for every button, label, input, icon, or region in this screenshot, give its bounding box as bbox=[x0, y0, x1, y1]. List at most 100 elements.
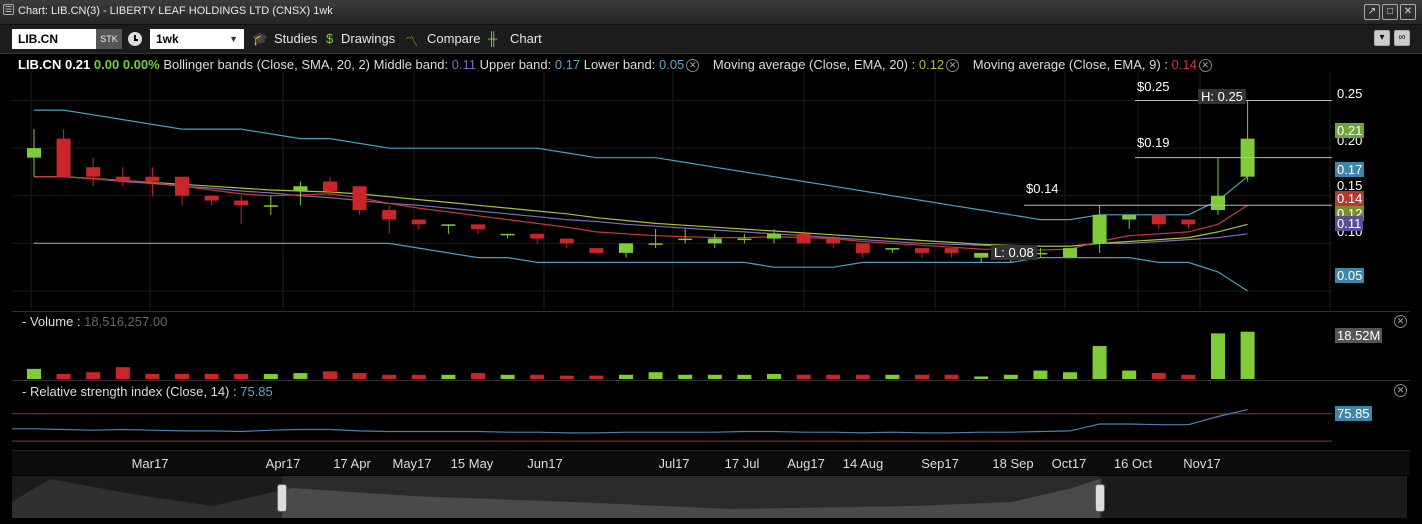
volume-chart[interactable] bbox=[12, 330, 1332, 379]
volume-bar bbox=[530, 374, 545, 379]
chart-type-icon: ╫ bbox=[488, 31, 498, 46]
hline-label-1[interactable]: $0.25 bbox=[1137, 79, 1170, 94]
time-tick: Apr17 bbox=[265, 456, 301, 471]
candle-body bbox=[619, 243, 633, 253]
drawings-button[interactable]: Drawings bbox=[341, 31, 396, 46]
time-tick: 18 Sep bbox=[992, 456, 1034, 471]
candle-body bbox=[1033, 252, 1048, 255]
remove-bb-icon[interactable]: ✕ bbox=[686, 59, 700, 73]
maximize-icon[interactable]: □ bbox=[1382, 4, 1398, 20]
volume-bar bbox=[86, 372, 101, 379]
volume-bar bbox=[471, 373, 485, 379]
close-rsi-icon[interactable]: ✕ bbox=[1394, 384, 1407, 397]
symbol-input[interactable]: LIB.CN bbox=[12, 29, 96, 49]
time-navigator[interactable] bbox=[12, 476, 1407, 518]
low-label: L: 0.08 bbox=[991, 245, 1037, 260]
window-title: Chart: LIB.CN(3) - LIBERTY LEAF HOLDINGS… bbox=[18, 5, 333, 17]
hline-label-2[interactable]: $0.19 bbox=[1137, 135, 1170, 150]
legend-change-pct: 0.00% bbox=[122, 57, 160, 72]
stk-badge[interactable]: STK bbox=[96, 29, 122, 49]
volume-bar bbox=[707, 374, 722, 379]
options-dropdown-icon[interactable]: ▾ bbox=[1374, 30, 1390, 46]
volume-bar bbox=[1092, 346, 1107, 379]
navigator-right-handle[interactable] bbox=[1095, 484, 1105, 512]
link-icon[interactable]: ∞ bbox=[1394, 30, 1410, 46]
ema9-label: Moving average (Close, EMA, 9) : bbox=[972, 57, 1168, 72]
volume-bar bbox=[382, 374, 397, 379]
volume-bar bbox=[323, 371, 337, 379]
ema20-label: Moving average (Close, EMA, 20) : bbox=[712, 57, 916, 72]
rsi-line bbox=[12, 409, 1248, 434]
volume-bar bbox=[500, 374, 515, 379]
candle-body bbox=[411, 219, 426, 225]
candle-body bbox=[855, 243, 870, 253]
compare-button[interactable]: Compare bbox=[427, 31, 481, 46]
price-chart[interactable] bbox=[12, 72, 1410, 310]
middle-band-tag: 0.11 bbox=[1335, 216, 1364, 231]
remove-ema20-icon[interactable]: ✕ bbox=[946, 59, 960, 73]
bb-lower-value: 0.05 bbox=[658, 57, 685, 72]
volume-tag: 18.52M bbox=[1335, 328, 1383, 343]
volume-bar bbox=[974, 376, 989, 379]
candle-body bbox=[1122, 214, 1137, 220]
volume-bar bbox=[1240, 331, 1255, 379]
bb-middle-value: 0.11 bbox=[451, 57, 477, 72]
chart-window-icon[interactable]: ☰ bbox=[3, 4, 14, 15]
volume-bar bbox=[885, 374, 900, 379]
volume-bar bbox=[1122, 370, 1137, 379]
detach-icon[interactable]: ↗ bbox=[1364, 4, 1380, 20]
candle-body bbox=[441, 224, 456, 226]
ema20-value: 0.12 bbox=[918, 57, 945, 72]
candle-body bbox=[589, 248, 604, 253]
interval-select[interactable]: 1wk ▼ bbox=[150, 29, 244, 49]
time-tick: May17 bbox=[392, 456, 432, 471]
volume-label: Volume bbox=[29, 314, 74, 329]
candle-body bbox=[56, 138, 71, 177]
rsi-value: 75.85 bbox=[240, 384, 273, 399]
time-tick: Aug17 bbox=[787, 456, 825, 471]
drawings-icon: $ bbox=[326, 31, 334, 46]
interval-value: 1wk bbox=[156, 32, 179, 46]
volume-bar bbox=[648, 372, 663, 379]
chevron-down-icon: ▼ bbox=[229, 34, 238, 44]
candle-body bbox=[885, 248, 900, 250]
close-icon[interactable]: ✕ bbox=[1400, 4, 1416, 20]
price-tick: 0.15 bbox=[1337, 178, 1363, 193]
volume-bar bbox=[619, 374, 633, 379]
panel-divider bbox=[12, 311, 1410, 312]
time-tick: 14 Aug bbox=[842, 456, 884, 471]
navigator-overview bbox=[12, 476, 1407, 518]
chart-type-button[interactable]: Chart bbox=[510, 31, 542, 46]
rsi-chart[interactable] bbox=[12, 400, 1332, 448]
candle-body bbox=[1181, 219, 1196, 225]
candle-body bbox=[145, 176, 160, 182]
candle-body bbox=[915, 248, 929, 253]
volume-bar bbox=[1003, 374, 1018, 379]
volume-bar bbox=[1033, 370, 1048, 379]
last-price-tag: 0.21 bbox=[1335, 123, 1365, 138]
remove-ema9-icon[interactable]: ✕ bbox=[1198, 59, 1212, 73]
price-tick: 0.25 bbox=[1337, 86, 1363, 101]
close-volume-icon[interactable]: ✕ bbox=[1394, 315, 1407, 328]
hline-label-3[interactable]: $0.14 bbox=[1026, 181, 1059, 196]
candle-body bbox=[648, 243, 663, 245]
volume-bar bbox=[56, 373, 71, 379]
volume-bar bbox=[204, 373, 219, 379]
volume-bar bbox=[559, 375, 574, 379]
bb-lower-label: Lower band: bbox=[583, 57, 656, 72]
volume-bar bbox=[737, 374, 752, 379]
studies-button[interactable]: Studies bbox=[274, 31, 318, 46]
bb-label: Bollinger bands (Close, SMA, 20, 2) bbox=[163, 57, 370, 72]
candle-body bbox=[263, 205, 278, 207]
candle-body bbox=[1151, 214, 1166, 225]
volume-bar bbox=[441, 374, 456, 379]
candle-body bbox=[796, 233, 811, 244]
volume-bar bbox=[352, 373, 367, 379]
upper-band-line bbox=[34, 109, 1248, 221]
volume-bar bbox=[115, 367, 130, 379]
rsi-header: - Relative strength index (Close, 14) : … bbox=[22, 384, 273, 399]
volume-bar bbox=[855, 374, 870, 379]
candle-body bbox=[707, 238, 722, 244]
clock-icon[interactable] bbox=[128, 32, 142, 46]
navigator-left-handle[interactable] bbox=[277, 484, 287, 512]
